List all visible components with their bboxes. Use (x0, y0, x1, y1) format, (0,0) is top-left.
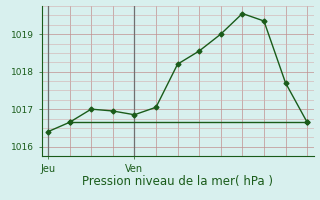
X-axis label: Pression niveau de la mer( hPa ): Pression niveau de la mer( hPa ) (82, 175, 273, 188)
